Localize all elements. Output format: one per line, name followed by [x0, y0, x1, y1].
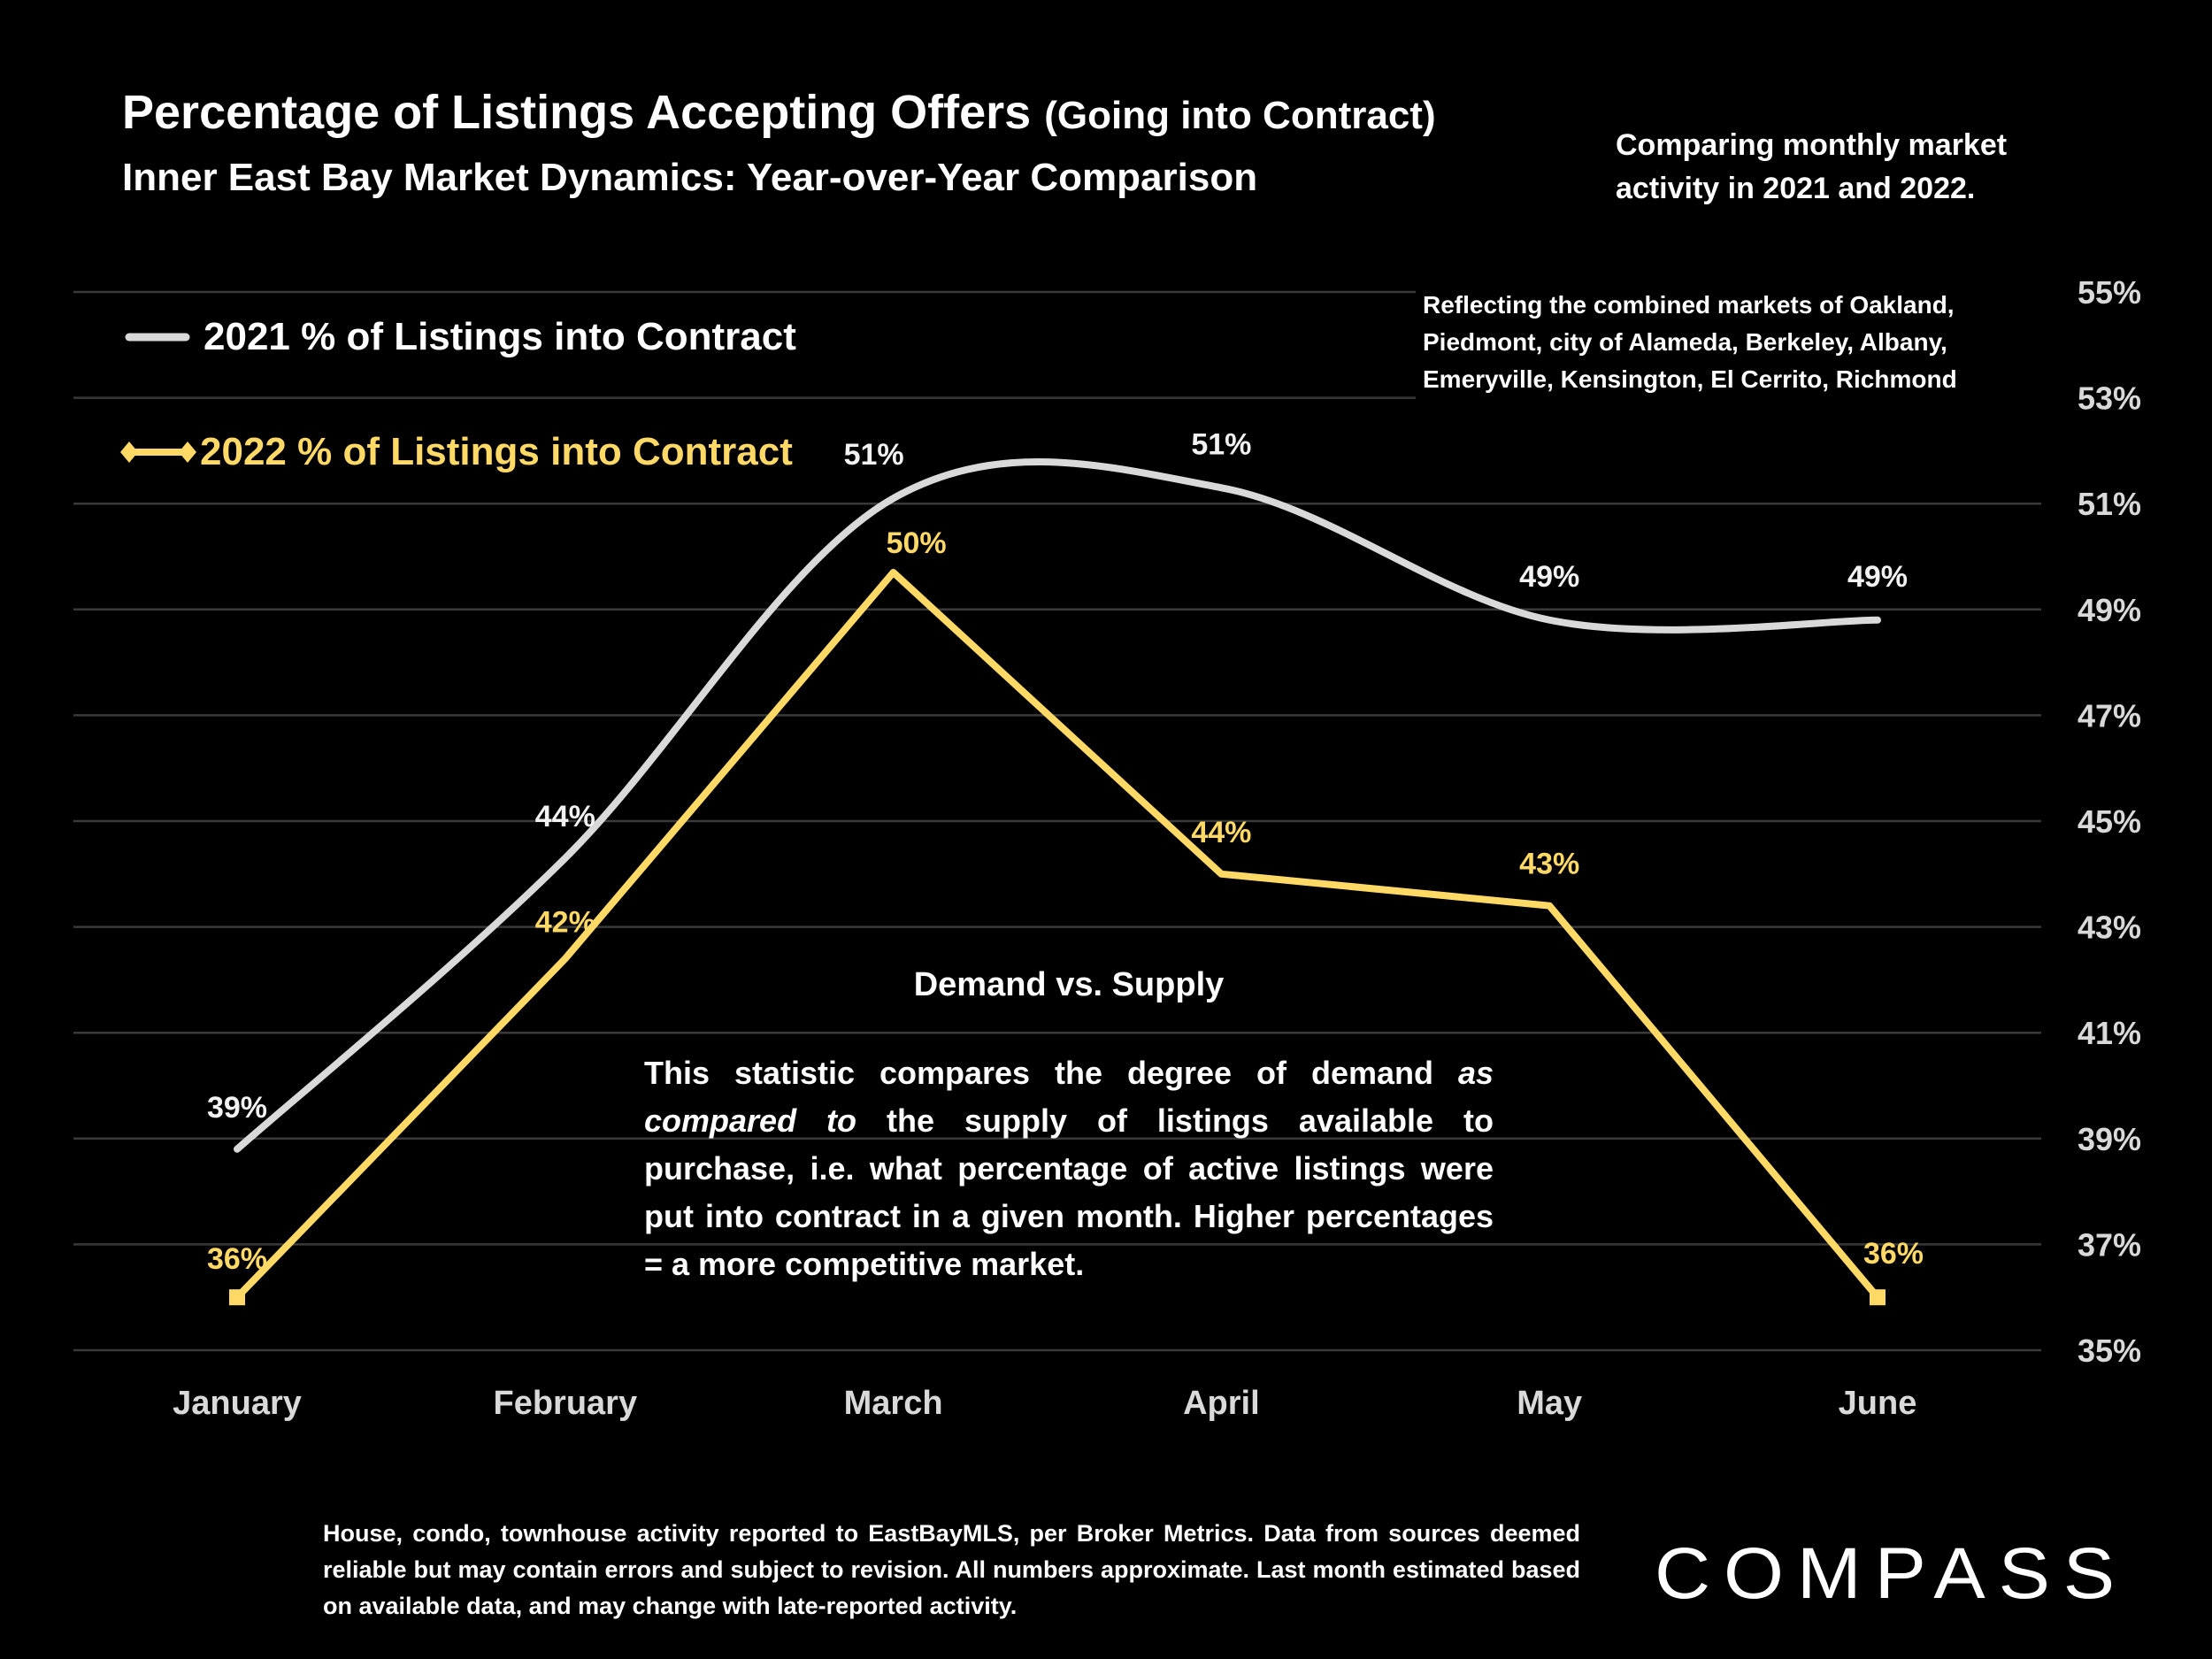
y-tick-label: 35%: [2078, 1333, 2141, 1369]
y-tick-label: 39%: [2078, 1121, 2141, 1157]
data-label: 50%: [887, 526, 947, 560]
y-tick-label: 51%: [2078, 486, 2141, 522]
series-lines: [229, 457, 1886, 1306]
x-tick-label: January: [173, 1385, 302, 1422]
annotation-body: This statistic compares the degree of de…: [644, 1049, 1494, 1288]
x-tick-label: February: [493, 1385, 637, 1422]
legend-item-2021: 2021 % of Listings into Contract: [124, 315, 796, 359]
x-tick-label: June: [1839, 1385, 1917, 1422]
x-axis: January February March April May June: [173, 1385, 1916, 1422]
y-tick-label: 45%: [2078, 803, 2141, 840]
data-label: 43%: [1519, 848, 1579, 881]
title-main: Percentage of Listings Accepting Offers: [122, 86, 1032, 139]
data-label: 36%: [207, 1242, 267, 1276]
legend-label: 2022 % of Listings into Contract: [200, 430, 793, 473]
y-tick-label: 37%: [2078, 1226, 2141, 1263]
y-tick-label: 41%: [2078, 1015, 2141, 1051]
annotation-text: the supply of listings available to purc…: [644, 1102, 1494, 1282]
data-label: 49%: [1847, 560, 1908, 594]
series-line-2022: [234, 568, 1881, 1302]
y-tick-label: 47%: [2078, 697, 2141, 733]
legend-label: 2021 % of Listings into Contract: [204, 315, 796, 358]
legend-diamond-line-icon: [120, 442, 196, 463]
title-parenthetical: (Going into Contract): [1044, 94, 1436, 137]
chart-title: Percentage of Listings Accepting Offers …: [122, 85, 1436, 140]
data-label: 39%: [207, 1091, 267, 1125]
data-labels: 39% 44% 51% 51% 49% 49% 36% 42% 50% 44% 43% 36%: [207, 427, 1924, 1276]
compass-logo: COMPASS: [1655, 1533, 2128, 1609]
x-tick-label: April: [1183, 1385, 1260, 1422]
svg-text:COMPASS: COMPASS: [1655, 1533, 2128, 1609]
annotation-italic-text: as compared to: [644, 1055, 1494, 1139]
y-axis: 35% 37% 39% 41% 43% 45% 47% 49% 51% 53% 55%: [2078, 274, 2141, 1369]
data-label: 49%: [1519, 560, 1579, 594]
series-line-2021: [234, 457, 1881, 1153]
annotation-title: Demand vs. Supply: [913, 966, 1225, 1003]
x-tick-label: May: [1517, 1385, 1582, 1422]
data-label: 44%: [1191, 816, 1251, 849]
legend-line-icon: [125, 333, 190, 342]
data-label: 36%: [1863, 1237, 1924, 1271]
data-label: 44%: [535, 800, 595, 833]
data-point-marker: [1870, 1289, 1886, 1306]
data-label: 42%: [535, 905, 595, 939]
comparison-note: Comparing monthly market activity in 202…: [1616, 128, 2008, 205]
data-label: 51%: [844, 438, 904, 472]
chart-subtitle: Inner East Bay Market Dynamics: Year-ove…: [122, 156, 1258, 199]
data-point-marker: [229, 1289, 245, 1306]
data-label: 51%: [1191, 427, 1251, 461]
legend-item-2022: 2022 % of Listings into Contract: [120, 430, 793, 474]
y-tick-label: 55%: [2078, 274, 2141, 311]
annotation-text: This statistic compares the degree of de…: [644, 1055, 1458, 1091]
y-tick-label: 49%: [2078, 592, 2141, 628]
markets-note: Reflecting the combined markets of Oakla…: [1416, 281, 2049, 403]
x-tick-label: March: [844, 1385, 943, 1422]
y-tick-label: 43%: [2078, 910, 2141, 946]
footer-disclaimer: House, condo, townhouse activity reporte…: [323, 1520, 1580, 1619]
y-tick-label: 53%: [2078, 380, 2141, 417]
